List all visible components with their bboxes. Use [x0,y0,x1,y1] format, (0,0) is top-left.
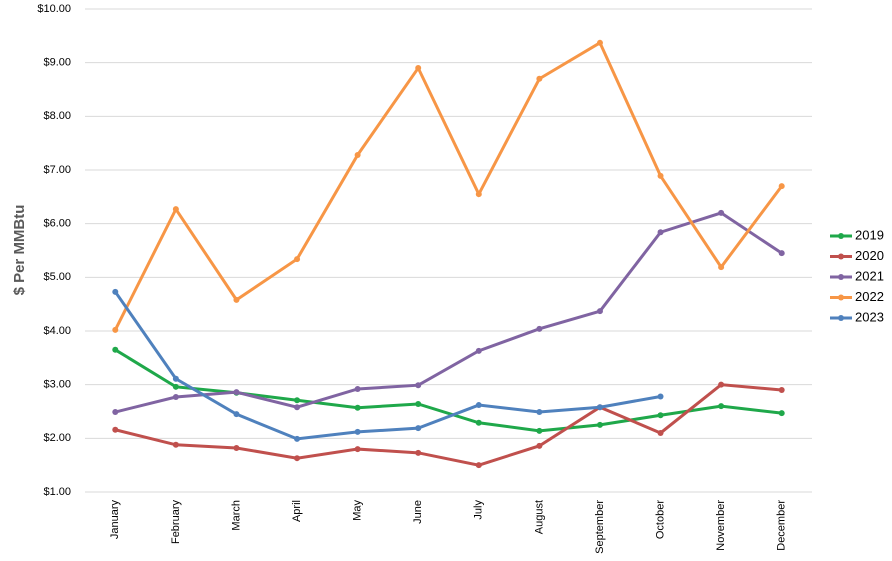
data-point [657,429,664,436]
y-tick-label: $2.00 [43,432,71,444]
data-point [415,65,422,72]
data-point [475,462,482,469]
data-point [233,389,240,396]
data-point [778,250,785,257]
legend-label: 2022 [855,289,884,304]
series-line [114,211,783,414]
y-tick-label: $1.00 [43,486,71,498]
data-point [475,419,482,426]
data-point [778,410,785,417]
data-point [415,382,422,389]
data-point [475,347,482,354]
x-tick-label: September [594,500,606,554]
x-tick-label: July [473,500,485,520]
data-point [233,411,240,418]
y-tick-label: $9.00 [43,57,71,69]
data-point [415,425,422,432]
data-point [596,404,603,411]
data-point [294,455,301,462]
x-tick-label: May [352,500,364,521]
data-point [112,409,119,416]
legend-label: 2021 [855,268,884,283]
y-tick-label: $10.00 [37,3,71,15]
data-point [233,296,240,303]
data-point [172,383,179,390]
series-line [114,348,782,433]
legend-marker [838,233,844,239]
x-tick-label: April [291,500,303,522]
legend: 2019 2020 2021 2022 2023 [830,227,884,324]
data-point [112,326,119,333]
legend-marker [838,253,844,260]
data-point [354,404,361,411]
data-point [718,264,725,271]
x-tick-label: June [412,500,424,524]
data-point [354,446,361,453]
data-point [294,404,301,411]
data-point [536,75,543,82]
data-point [718,403,725,410]
data-point [415,400,422,407]
y-tick-label: $5.00 [43,271,71,283]
series-line [114,383,782,467]
data-point [596,308,603,315]
legend-label: 2020 [855,248,884,263]
data-point [778,183,785,190]
data-point [657,393,664,400]
data-point [354,151,361,158]
data-point [415,449,422,456]
data-point [657,412,664,419]
y-axis-title: $ Per MMBtu [11,205,28,296]
y-tick-label: $8.00 [43,110,71,122]
data-point [354,428,361,435]
x-tick-label: December [776,500,788,551]
x-tick-label: March [230,500,242,531]
data-point [294,256,301,263]
data-point [718,209,725,216]
data-point [233,444,240,451]
data-point [536,409,543,416]
legend-label: 2019 [855,227,884,242]
x-tick-label: August [533,500,545,534]
series-line [114,290,661,441]
data-point [475,402,482,409]
series-line [113,40,783,331]
data-point [354,385,361,392]
data-point [536,442,543,449]
data-point [657,229,664,236]
data-point [172,394,179,401]
data-point [172,375,179,382]
x-tick-label: November [715,500,727,551]
y-tick-label: $4.00 [43,325,71,337]
x-tick-label: January [109,500,121,540]
data-point [172,441,179,448]
data-point [596,39,603,46]
data-point [294,397,301,404]
y-tick-label: $3.00 [43,379,71,391]
y-tick-label: $6.00 [43,218,71,230]
data-point [112,346,119,353]
data-point [718,381,725,388]
legend-marker [838,315,844,321]
data-point [172,206,179,213]
data-point [596,421,603,428]
x-tick-label: October [654,500,666,539]
x-tick-label: February [170,500,182,545]
data-point [657,172,664,179]
data-point [112,426,119,433]
legend-label: 2023 [855,309,884,324]
data-point [294,435,301,442]
legend-marker [838,294,844,301]
data-point [536,427,543,434]
data-point [475,191,482,198]
data-point [536,325,543,332]
data-point [112,288,119,295]
legend-marker [838,274,844,280]
y-tick-label: $7.00 [43,164,71,176]
data-point [778,387,785,394]
